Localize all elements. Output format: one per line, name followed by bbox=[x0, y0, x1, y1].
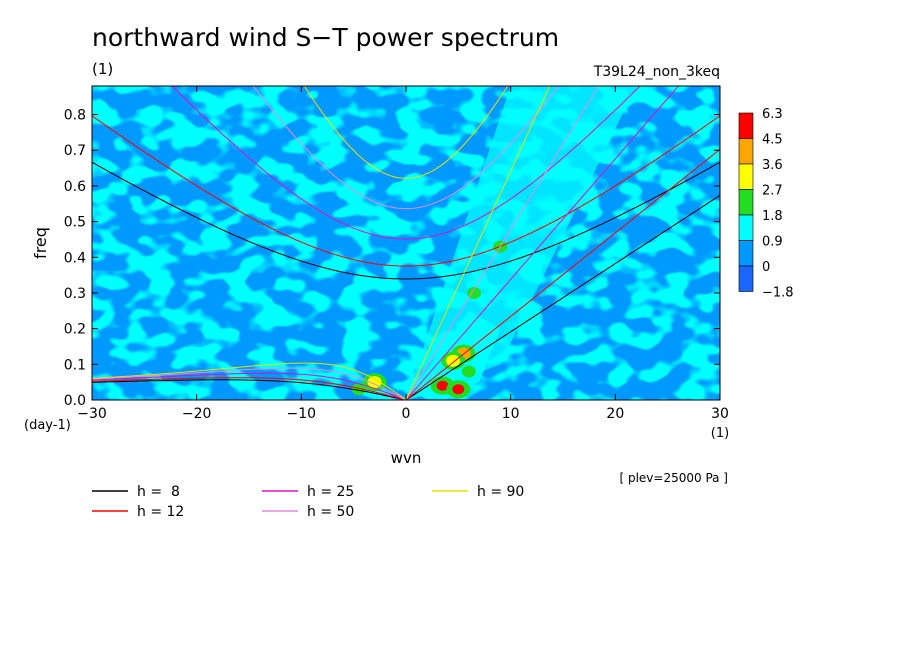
colorbar-label: 2.7 bbox=[762, 184, 783, 199]
colorbar-label: 0.9 bbox=[762, 235, 783, 250]
legend-label: h = 90 bbox=[477, 484, 524, 500]
x-tick-label: 10 bbox=[502, 406, 520, 422]
colorbar-label: 4.5 bbox=[762, 133, 783, 148]
y-axis: 0.0 0.1 0.2 0.3 0.4 0.5 0.6 0.7 0.8 bbox=[64, 108, 720, 409]
y-tick-label: 0.8 bbox=[64, 108, 86, 124]
dispersion-curve-ig bbox=[171, 86, 641, 240]
colorbar-label: −1.8 bbox=[762, 286, 794, 301]
y-tick-label: 0.4 bbox=[64, 250, 86, 266]
x-unit-label: (1) bbox=[711, 426, 729, 441]
colorbar-swatch bbox=[738, 163, 754, 190]
dispersion-curves bbox=[92, 86, 720, 400]
hotspot bbox=[452, 384, 465, 395]
plot-area bbox=[92, 86, 720, 400]
dispersion-curve-er bbox=[92, 362, 407, 400]
run-label: T39L24_non_3keq bbox=[593, 64, 720, 80]
colorbar-swatch bbox=[738, 112, 754, 139]
y-tick-label: 0.3 bbox=[64, 286, 86, 302]
y-tick-label: 0.0 bbox=[64, 393, 86, 409]
x-axis: −30 −20 −10 0 10 20 30 bbox=[77, 86, 729, 422]
hotspot bbox=[446, 354, 461, 367]
hotspot bbox=[367, 376, 382, 389]
dispersion-curve-ig bbox=[92, 161, 720, 280]
y-tick-label: 0.1 bbox=[64, 357, 86, 373]
x-tick-label: 30 bbox=[711, 406, 729, 422]
dispersion-curve-kelvin bbox=[405, 86, 600, 400]
x-axis-label: wvn bbox=[391, 449, 422, 467]
legend-label: h = 25 bbox=[307, 484, 354, 500]
colorbar-swatch bbox=[738, 265, 754, 292]
colorbar-label: 6.3 bbox=[762, 107, 783, 122]
dispersion-curve-kelvin bbox=[405, 194, 720, 400]
colorbar-label: 3.6 bbox=[762, 158, 783, 173]
dispersion-curve-er bbox=[92, 367, 407, 400]
dispersion-curve-er bbox=[92, 379, 407, 400]
y-tick-label: 0.7 bbox=[64, 143, 86, 159]
dispersion-curve-ig bbox=[252, 86, 560, 210]
colorbar: 6.3 4.5 3.6 2.7 1.8 0.9 0 −1.8 bbox=[738, 107, 794, 301]
dispersion-curve-er bbox=[92, 372, 407, 400]
x-tick-label: −20 bbox=[182, 406, 212, 422]
dispersion-curve-ig bbox=[92, 115, 720, 267]
hotspot bbox=[436, 380, 449, 391]
y-axis-label: freq bbox=[31, 227, 50, 259]
colorbar-swatch bbox=[738, 240, 754, 267]
dispersion-curve-kelvin bbox=[405, 148, 720, 400]
hotspot bbox=[467, 286, 482, 299]
level-label: [ plev=25000 Pa ] bbox=[619, 471, 728, 485]
y-tick-label: 0.6 bbox=[64, 179, 86, 195]
chart-subtitle: (1) bbox=[92, 60, 113, 78]
colorbar-label: 0 bbox=[762, 260, 770, 275]
legend-label: h = 50 bbox=[307, 504, 354, 520]
dispersion-curve-kelvin bbox=[405, 86, 551, 400]
x-tick-label: 20 bbox=[606, 406, 624, 422]
dispersion-curve-ig bbox=[303, 86, 509, 179]
chart-title: northward wind S−T power spectrum bbox=[92, 23, 559, 52]
x-tick-label: −10 bbox=[287, 406, 317, 422]
y-tick-label: 0.5 bbox=[64, 215, 86, 231]
legend-label: h = 12 bbox=[137, 504, 184, 520]
y-tick-label: 0.2 bbox=[64, 322, 86, 338]
x-tick-label: 0 bbox=[402, 406, 411, 422]
colorbar-label: 1.8 bbox=[762, 209, 783, 224]
dispersion-curve-kelvin bbox=[405, 86, 680, 400]
x-tick-label: −30 bbox=[77, 406, 107, 422]
colorbar-swatch bbox=[738, 214, 754, 241]
spectrum-mottling bbox=[92, 86, 720, 400]
legend: h = 8 h = 12 h = 25 h = 50 h = 90 bbox=[92, 484, 524, 520]
colorbar-swatch bbox=[738, 189, 754, 216]
legend-label: h = 8 bbox=[137, 484, 180, 500]
hotspot bbox=[351, 383, 366, 396]
y-unit-label: (day-1) bbox=[24, 418, 71, 433]
colorbar-swatch bbox=[738, 138, 754, 165]
dispersion-curve-er bbox=[92, 377, 407, 400]
hotspot bbox=[461, 365, 476, 378]
